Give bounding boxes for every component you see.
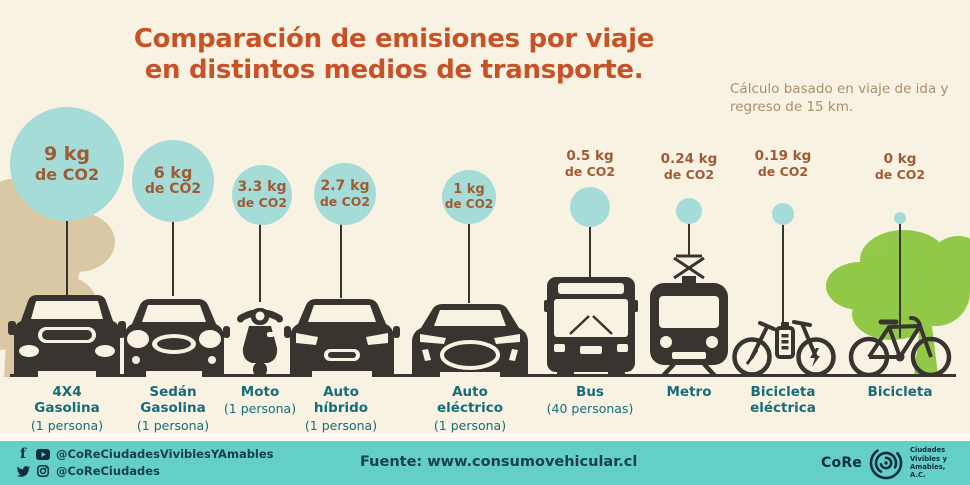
emission-value: 0.24 kg de CO2	[660, 151, 718, 182]
vehicle-label: Metro	[666, 384, 712, 400]
vehicle-label: Bus (40 personas)	[546, 384, 634, 417]
emission-bubble	[570, 187, 610, 227]
social-handles: f @CoReCiudadesViviblesYAmables @CoReCiu…	[16, 447, 274, 478]
bubble-stem	[340, 223, 342, 298]
emission-value: 0.5 kg de CO2	[564, 148, 616, 179]
bubble-stem	[782, 223, 784, 333]
emission-bubble: 1 kg de CO2	[442, 170, 496, 224]
youtube-icon	[36, 448, 50, 461]
emission-bubble: 6 kg de CO2	[132, 140, 214, 222]
footer-divider	[0, 433, 970, 441]
footer-bar: f @CoReCiudadesViviblesYAmables @CoReCiu…	[0, 441, 970, 485]
vehicle-label: Bicicleta eléctrica	[750, 384, 816, 417]
emission-bubble: 9 kg de CO2	[10, 107, 124, 221]
emission-value: 1 kg de CO2	[444, 182, 494, 211]
bubble-stem	[688, 222, 690, 256]
instagram-icon	[36, 465, 50, 478]
bubble-stem	[66, 219, 68, 295]
hybrid-car-icon	[284, 299, 400, 377]
emission-bubble: 2.7 kg de CO2	[314, 163, 376, 225]
metro-icon	[650, 254, 728, 377]
emission-bubble	[894, 212, 906, 224]
emission-value: 6 kg de CO2	[144, 163, 202, 198]
emission-value: 0 kg de CO2	[874, 151, 926, 182]
electric-bicycle-icon	[732, 320, 836, 377]
scooter-icon	[237, 308, 283, 377]
core-logo-subtext: Ciudades Vivibles y Amables, A.C.	[910, 446, 947, 480]
facebook-icon: f	[19, 446, 27, 462]
vehicle-label: 4X4 Gasolina (1 persona)	[30, 384, 104, 433]
bubble-stem	[589, 225, 591, 278]
social-handle-1: @CoReCiudadesViviblesYAmables	[56, 447, 274, 461]
emission-value: 9 kg de CO2	[34, 143, 100, 184]
emission-value: 2.7 kg de CO2	[319, 178, 371, 209]
twitter-icon	[16, 465, 30, 478]
core-logo: CoRe Ciudades Vivibles y Amables, A.C.	[821, 444, 958, 482]
sedan-icon	[118, 299, 230, 377]
vehicle-label: Bicicleta	[867, 384, 933, 400]
bus-icon	[544, 277, 638, 377]
social-row: f @CoReCiudadesViviblesYAmables	[16, 447, 274, 461]
vehicle-label: Auto híbrido (1 persona)	[304, 384, 378, 433]
vehicle-label: Sedán Gasolina (1 persona)	[136, 384, 210, 433]
emission-bubble: 3.3 kg de CO2	[232, 165, 292, 225]
calculation-note: Cálculo basado en viaje de ida y regreso…	[730, 81, 949, 116]
electric-car-icon	[412, 304, 528, 377]
vehicle-label: Auto eléctrico (1 persona)	[433, 384, 507, 433]
bubble-stem	[172, 220, 174, 296]
emission-bubble	[772, 203, 794, 225]
emission-value: 3.3 kg de CO2	[236, 179, 288, 210]
vehicle-label: Moto (1 persona)	[223, 384, 297, 417]
source-text: Fuente: www.consumovehicular.cl	[360, 454, 638, 470]
bicycle-icon	[848, 316, 952, 377]
social-row: @CoReCiudades	[16, 464, 274, 478]
bubble-stem	[468, 222, 470, 303]
page-title: Comparación de emisiones por viaje en di…	[133, 24, 655, 86]
core-spiral-icon	[869, 446, 903, 480]
bubble-stem	[899, 222, 901, 338]
emission-bubble	[676, 198, 702, 224]
social-handle-2: @CoReCiudades	[56, 464, 160, 478]
emission-value: 0.19 kg de CO2	[754, 148, 812, 179]
suv-icon	[8, 295, 126, 377]
core-logo-text: CoRe	[821, 455, 862, 471]
bubble-stem	[259, 223, 261, 302]
